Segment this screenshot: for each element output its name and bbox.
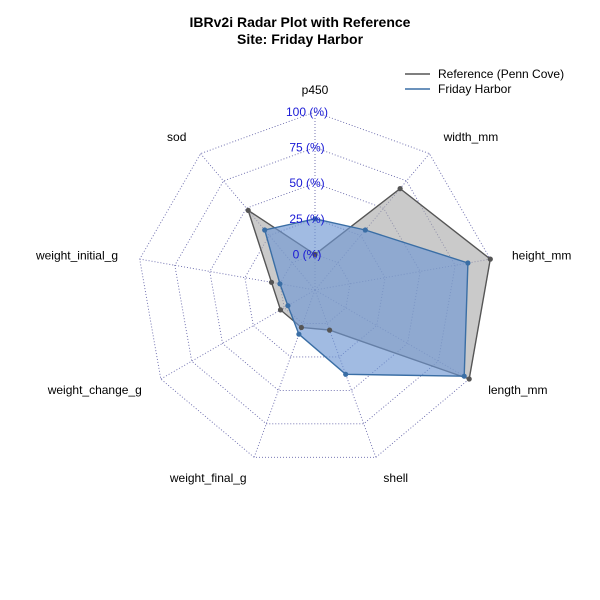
point-reference-penn-cove-weight-change-g — [278, 307, 283, 312]
axis-label-sod: sod — [167, 130, 186, 144]
point-friday-harbor-weight-change-g — [285, 303, 290, 308]
point-reference-penn-cove-sod — [246, 208, 251, 213]
point-friday-harbor-sod — [262, 227, 267, 232]
point-friday-harbor-shell — [343, 372, 348, 377]
point-reference-penn-cove-weight-final-g — [299, 325, 304, 330]
tick-label: 100 (%) — [286, 105, 328, 119]
chart-legend: Reference (Penn Cove) Friday Harbor — [405, 67, 564, 96]
tick-label: 25 (%) — [289, 212, 324, 226]
point-friday-harbor-weight-final-g — [296, 332, 301, 337]
tick-label: 75 (%) — [289, 141, 324, 155]
axis-label-weight-initial-g: weight_initial_g — [35, 248, 118, 262]
chart-title: IBRv2i Radar Plot with Reference — [190, 14, 411, 30]
point-reference-penn-cove-shell — [327, 328, 332, 333]
axis-label-height-mm: height_mm — [512, 248, 571, 262]
axis-label-weight-change-g: weight_change_g — [47, 383, 142, 397]
point-reference-penn-cove-width-mm — [398, 186, 403, 191]
legend-label-reference: Reference (Penn Cove) — [438, 67, 564, 81]
tick-label: 0 (%) — [293, 247, 322, 261]
axis-label-p450: p450 — [302, 83, 329, 97]
legend-label-friday-harbor: Friday Harbor — [438, 82, 511, 96]
point-reference-penn-cove-weight-initial-g — [269, 280, 274, 285]
point-reference-penn-cove-length-mm — [467, 376, 472, 381]
point-reference-penn-cove-height-mm — [488, 257, 493, 262]
axis-label-length-mm: length_mm — [488, 383, 547, 397]
tick-label: 50 (%) — [289, 176, 324, 190]
axis-label-weight-final-g: weight_final_g — [169, 471, 247, 485]
point-friday-harbor-length-mm — [462, 374, 467, 379]
radar-series — [246, 186, 493, 382]
point-friday-harbor-weight-initial-g — [277, 281, 282, 286]
point-friday-harbor-height-mm — [465, 260, 470, 265]
axis-label-width-mm: width_mm — [443, 130, 499, 144]
point-friday-harbor-width-mm — [363, 227, 368, 232]
chart-subtitle: Site: Friday Harbor — [237, 31, 364, 47]
axis-label-shell: shell — [383, 471, 408, 485]
